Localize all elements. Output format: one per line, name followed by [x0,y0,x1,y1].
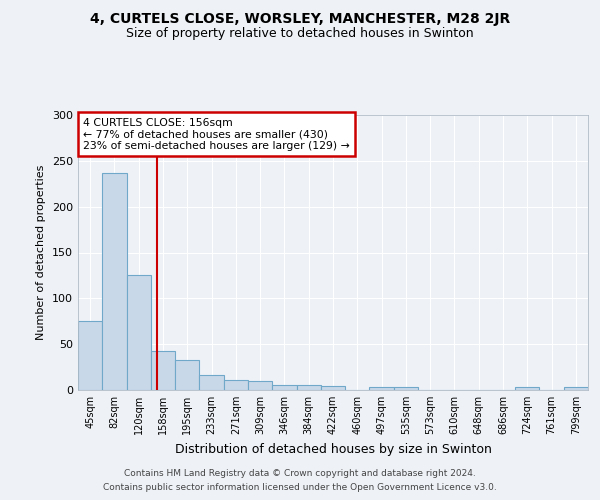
Y-axis label: Number of detached properties: Number of detached properties [37,165,46,340]
Bar [78,322,102,390]
Text: 4, CURTELS CLOSE, WORSLEY, MANCHESTER, M28 2JR: 4, CURTELS CLOSE, WORSLEY, MANCHESTER, M… [90,12,510,26]
Bar [296,384,321,390]
Text: Size of property relative to detached houses in Swinton: Size of property relative to detached ho… [126,28,474,40]
Bar [370,387,394,390]
Bar [175,360,199,390]
Bar [321,386,345,390]
Bar [272,386,296,390]
Bar [127,276,151,390]
Text: 4 CURTELS CLOSE: 156sqm
← 77% of detached houses are smaller (430)
23% of semi-d: 4 CURTELS CLOSE: 156sqm ← 77% of detache… [83,118,350,151]
Bar [564,387,588,390]
Bar [102,173,127,390]
Bar [224,380,248,390]
Bar [151,350,175,390]
Bar [199,376,224,390]
Bar [248,381,272,390]
Bar [515,387,539,390]
X-axis label: Distribution of detached houses by size in Swinton: Distribution of detached houses by size … [175,442,491,456]
Text: Contains HM Land Registry data © Crown copyright and database right 2024.: Contains HM Land Registry data © Crown c… [124,468,476,477]
Bar [394,387,418,390]
Text: Contains public sector information licensed under the Open Government Licence v3: Contains public sector information licen… [103,484,497,492]
